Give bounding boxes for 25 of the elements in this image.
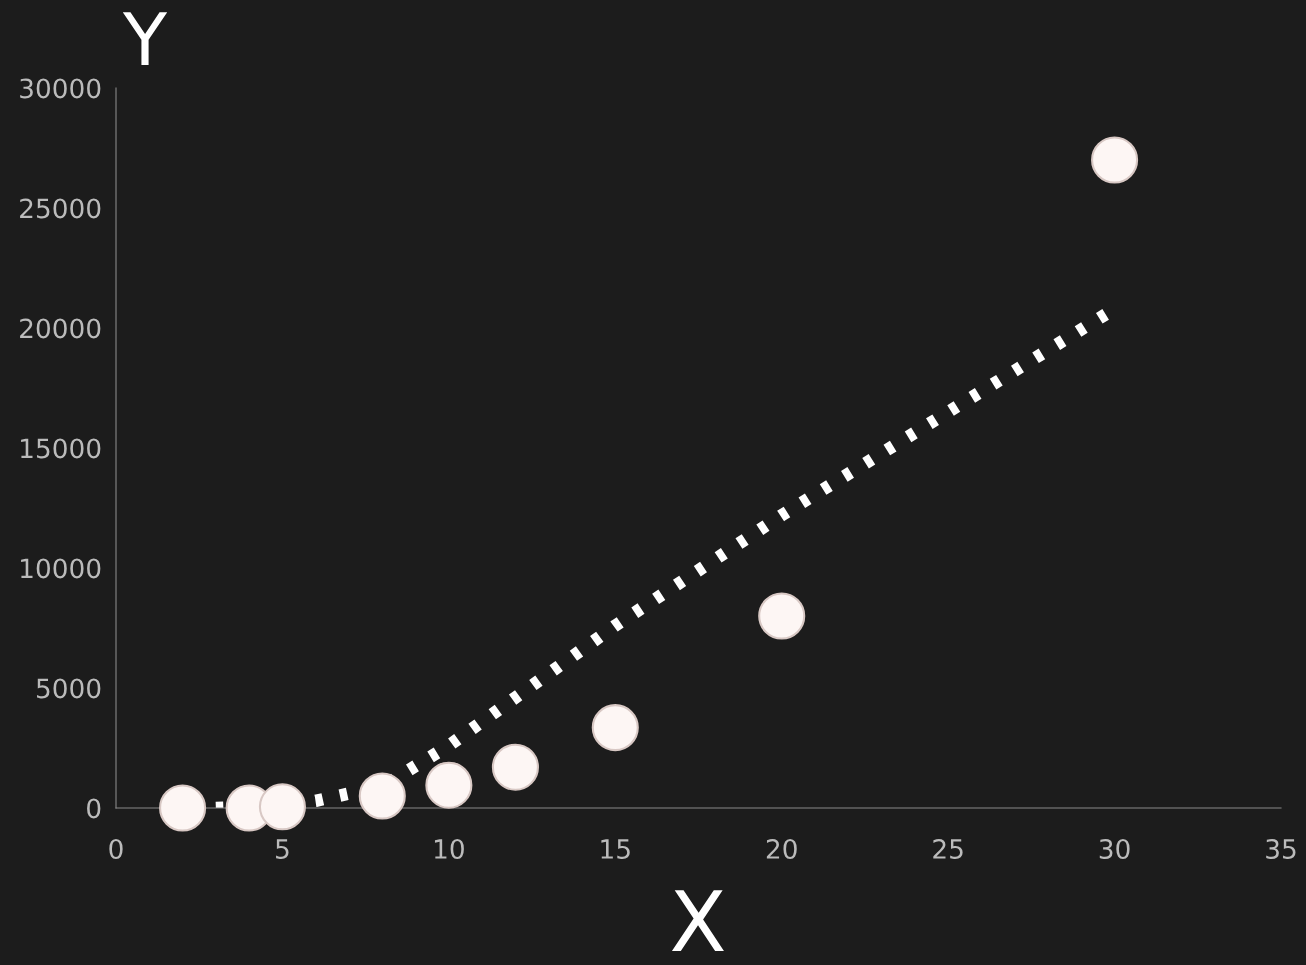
- y-tick-label: 10000: [21, 558, 101, 579]
- y-tick-label: 30000: [20, 78, 101, 99]
- x-tick-label: 35: [1266, 839, 1296, 859]
- point: [159, 784, 207, 832]
- y-tick-label: 25000: [20, 198, 101, 219]
- point: [591, 704, 639, 752]
- x-tick-label: 10: [434, 839, 464, 859]
- x-tick-label: 25: [933, 839, 963, 859]
- point: [358, 772, 406, 820]
- y-tick-label: 5000: [36, 678, 101, 699]
- x-tick-label: 15: [601, 839, 630, 859]
- point: [258, 783, 306, 831]
- y-tick-label: 0: [87, 798, 101, 819]
- point: [425, 761, 473, 809]
- x-tick-label: 0: [109, 839, 123, 859]
- x-tick-label: 30: [1099, 839, 1130, 859]
- y-tick-label: 20000: [20, 318, 101, 339]
- point: [491, 743, 539, 791]
- x-axis-title: X: [671, 890, 724, 951]
- y-tick-label: 15000: [21, 438, 101, 459]
- point: [758, 592, 806, 640]
- x-tick-label: 20: [766, 839, 797, 859]
- y-axis-title: Y: [122, 12, 168, 65]
- point: [1091, 136, 1139, 184]
- x-tick-label: 5: [276, 839, 289, 859]
